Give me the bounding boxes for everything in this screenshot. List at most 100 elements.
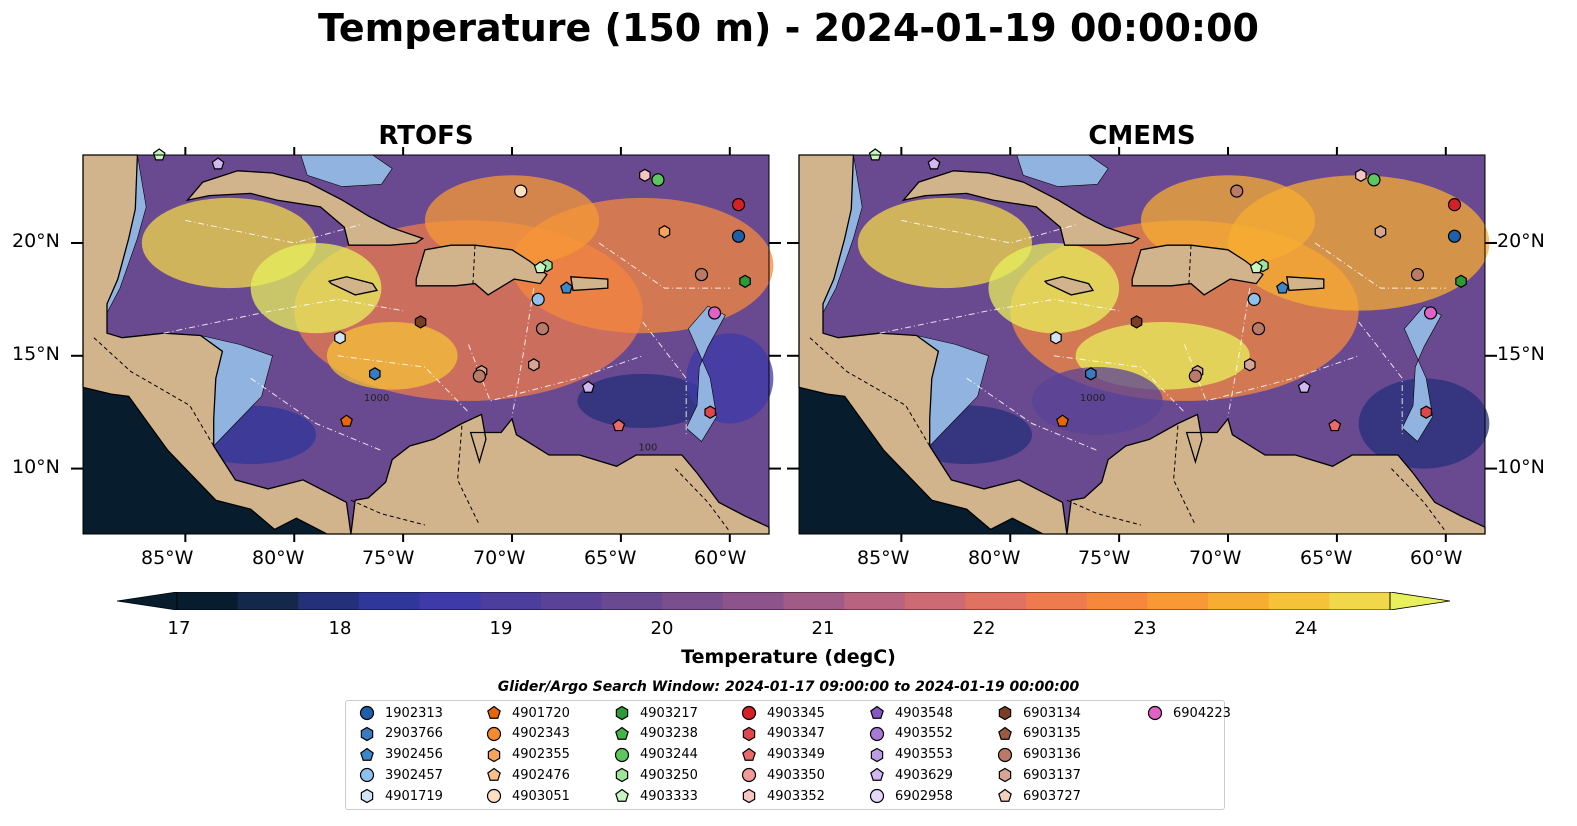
- colorbar-tick-label: 17: [167, 618, 191, 639]
- float-marker-4901720: [340, 414, 353, 427]
- lat-label-left: 10°N: [12, 456, 60, 478]
- float-marker-6903137: [1374, 225, 1387, 239]
- float-marker-3902457: [1247, 292, 1261, 306]
- float-marker-6903136: [472, 369, 486, 383]
- legend-marker-pentagon-icon: [360, 747, 374, 761]
- lon-label-cmems: 85°W: [857, 547, 910, 569]
- legend-marker-circle-icon: [741, 768, 757, 783]
- central-america-land: [82, 154, 352, 535]
- colorbar-segment: [1147, 592, 1209, 610]
- float-marker-4903333: [868, 148, 882, 161]
- legend-marker-pentagon-icon: [615, 788, 629, 803]
- legend-item: 1902313: [358, 703, 443, 723]
- float-marker-6904223: [707, 306, 722, 320]
- float-marker-4901720: [1056, 414, 1069, 427]
- cuba-land: [185, 170, 425, 246]
- float-marker-2903766: [1085, 367, 1097, 381]
- colorbar-tick-label: 19: [489, 618, 513, 639]
- colorbar-segment: [965, 592, 1027, 610]
- lon-label-cmems: 65°W: [1300, 547, 1353, 569]
- country-borders: [809, 245, 1447, 532]
- legend-item: 3902457: [358, 765, 443, 785]
- legend-item: 6902958: [868, 786, 953, 806]
- country-borders: [93, 245, 731, 532]
- float-marker-4903244: [651, 173, 665, 187]
- float-marker-1902313: [1447, 229, 1462, 243]
- legend-label: 2903766: [385, 726, 443, 742]
- map-frame: [82, 154, 770, 535]
- legend-marker-circle-icon: [869, 726, 885, 741]
- colorbar-tick-label: 21: [811, 618, 835, 639]
- panel-title-cmems: CMEMS: [1088, 121, 1196, 151]
- legend-label: 4901719: [385, 788, 443, 804]
- float-marker-6903134: [414, 315, 427, 329]
- temperature-field: [83, 155, 774, 534]
- float-marker-4903629: [927, 157, 941, 170]
- legend-marker-circle-icon: [486, 789, 502, 804]
- legend-item: 6903727: [996, 786, 1081, 806]
- legend-label: 6904223: [1173, 705, 1231, 721]
- eez-boundaries: [879, 219, 1446, 451]
- colorbar-segment: [358, 592, 421, 610]
- puerto-rico-land: [1286, 276, 1325, 292]
- lon-label-cmems: 75°W: [1078, 547, 1131, 569]
- colorbar-tick-label: 20: [650, 618, 674, 639]
- float-marker-4903349: [1328, 418, 1342, 432]
- legend-marker-pentagon-icon: [615, 726, 629, 740]
- float-marker-4903352: [639, 168, 651, 182]
- legend-marker-hexagon-icon: [742, 788, 756, 804]
- legend-marker-circle-icon: [869, 789, 885, 804]
- legend-marker-circle-icon: [359, 705, 375, 721]
- lon-label-cmems: 80°W: [968, 547, 1021, 569]
- legend-item: 4903051: [485, 786, 570, 806]
- legend-item: 3902456: [358, 745, 443, 765]
- legend-item: 6904223: [1146, 703, 1231, 723]
- legend-label: 4903051: [512, 788, 570, 804]
- legend-item: 4902476: [485, 765, 570, 785]
- legend-label: 4903217: [640, 705, 698, 721]
- legend-label: 1902313: [385, 705, 443, 721]
- legend-label: 3902456: [385, 747, 443, 763]
- legend-label: 4902343: [512, 726, 570, 742]
- legend-item: 4903333: [613, 786, 698, 806]
- legend-marker-pentagon-icon: [870, 705, 884, 719]
- legend-item: 4902343: [485, 724, 570, 744]
- lon-label-rtofs: 80°W: [252, 547, 305, 569]
- colorbar-segment: [1268, 592, 1330, 610]
- float-marker-4903051: [514, 184, 528, 198]
- lat-label-left: 20°N: [12, 230, 60, 252]
- colorbar-segment: [1329, 592, 1391, 610]
- legend-label: 4903238: [640, 726, 698, 742]
- float-marker-4902355: [658, 225, 671, 239]
- lat-label-left: 15°N: [12, 343, 60, 365]
- legend-label: 4903629: [895, 767, 953, 783]
- legend-marker-hexagon-icon: [360, 726, 374, 741]
- south-america-land: [350, 413, 770, 535]
- colorbar-segment: [601, 592, 663, 610]
- contour-label: 1000: [364, 393, 389, 404]
- south-america-land: [1066, 413, 1486, 535]
- legend-label: 4903548: [895, 705, 953, 721]
- legend-label: 6903727: [1023, 788, 1081, 804]
- colorbar-frame: [176, 592, 1391, 610]
- lon-label-cmems: 60°W: [1410, 547, 1463, 569]
- colorbar-extend-low: [117, 592, 178, 610]
- colorbar-segment: [904, 592, 966, 610]
- colorbar-segment: [540, 592, 603, 610]
- legend-item: 4903238: [613, 724, 698, 744]
- colorbar-tick-label: 18: [328, 618, 352, 639]
- float-marker-4903349: [612, 418, 626, 432]
- colorbar: [117, 592, 1450, 610]
- colorbar-segment: [177, 592, 239, 610]
- float-legend: 1902313 2903766 3902456 3902457 4901719 49017…: [345, 700, 1231, 810]
- float-marker-6903134: [1130, 315, 1143, 329]
- search-window-text: Glider/Argo Search Window: 2024-01-17 09…: [497, 679, 1080, 695]
- float-marker-6903136: [1230, 184, 1244, 198]
- legend-item: 4903345: [740, 703, 825, 723]
- lon-label-rtofs: 85°W: [141, 547, 194, 569]
- legend-item: 4903548: [868, 703, 953, 723]
- legend-label: 6903137: [1023, 767, 1081, 783]
- legend-label: 4903552: [895, 726, 953, 742]
- colorbar-extend-high: [1389, 592, 1450, 610]
- legend-item: 4903244: [613, 745, 698, 765]
